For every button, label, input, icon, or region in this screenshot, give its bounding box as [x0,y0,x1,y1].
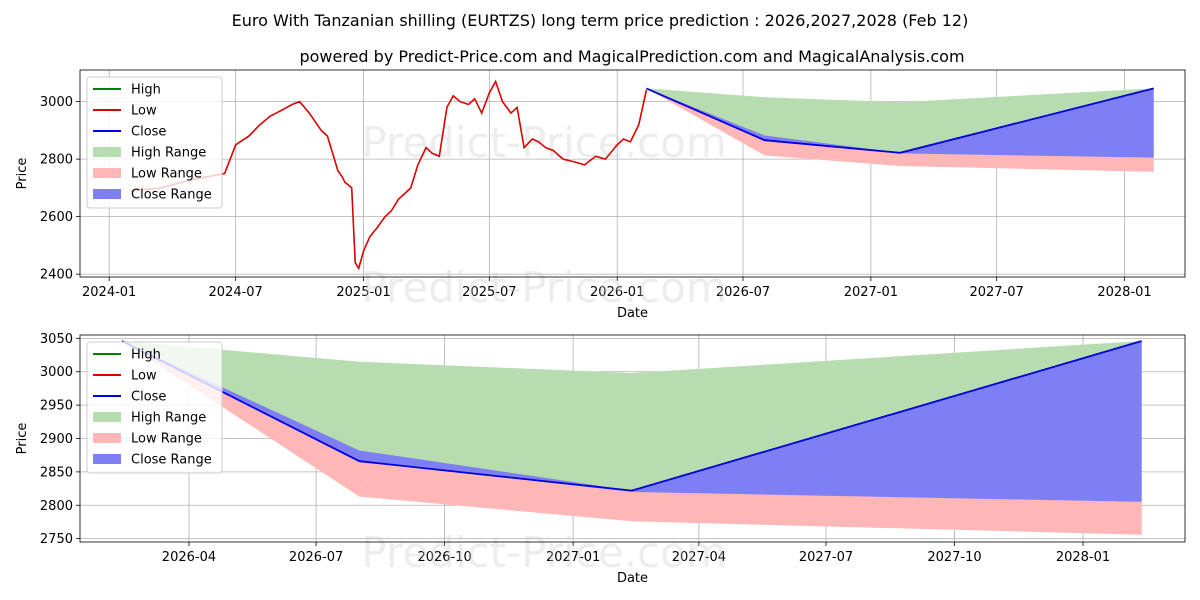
top-x-tick-label: 2026-07 [716,285,770,300]
top-watermark: Predict-Price.com [361,263,726,312]
top-axes-frame [79,69,1186,278]
top-x-tick-label: 2026-01 [590,285,644,300]
bottom-x-tick-label: 2027-07 [799,550,853,565]
top-y-tick-label: 2600 [40,210,73,225]
top-x-tick-label: 2024-01 [82,285,136,300]
top-legend-swatch [93,189,121,199]
top-x-tick-label: 2025-01 [336,285,390,300]
top-watermark: Predict-Price.com [361,118,726,167]
top-plot-area [130,79,1154,271]
bottom-close-line [121,340,1142,492]
top-history-line [130,79,648,271]
chart-subtitle: powered by Predict-Price.com and Magical… [299,47,964,66]
bottom-close-range-area [121,341,1142,502]
bottom-x-axis-label: Date [617,571,648,586]
bottom-legend-label: High [131,348,161,363]
top-legend-swatch [93,147,121,157]
bottom-panel: 2026-04 2026-07 2026-10 2027-01 2027-04 2027-… [15,332,1186,586]
bottom-legend-label: Low [131,369,157,384]
bottom-legend-swatch [93,433,121,443]
top-y-tick-label: 2400 [40,268,73,283]
top-low-range-area [646,88,1154,172]
bottom-axes-frame [79,334,1186,543]
top-legend-label: Low [131,104,157,119]
bottom-y-tick-label: 3050 [40,332,73,347]
top-legend-label: Low Range [131,167,202,182]
top-x-tick-label: 2028-01 [1097,285,1151,300]
top-y-axis-label: Price [15,158,30,190]
bottom-x-tick-label: 2027-01 [546,550,600,565]
bottom-y-tick-label: 2900 [40,432,73,447]
bottom-legend-swatch [93,412,121,422]
bottom-x-tick-label: 2027-10 [927,550,981,565]
bottom-legend-swatch [93,454,121,464]
top-legend-swatch [93,168,121,178]
top-x-tick-label: 2025-07 [462,285,516,300]
bottom-legend-label: Low Range [131,432,202,447]
bottom-x-tick-label: 2028-01 [1056,550,1110,565]
bottom-y-tick-label: 3000 [40,365,73,380]
top-close-line [646,87,1154,154]
chart-title: Euro With Tanzanian shilling (EURTZS) lo… [232,11,969,30]
top-panel: 2024-01 2024-07 2025-01 2025-07 2026-01 2026-… [15,69,1186,321]
top-y-tick-label: 2800 [40,153,73,168]
bottom-y-tick-label: 2850 [40,465,73,480]
bottom-y-axis-label: Price [15,423,30,455]
bottom-x-tick-label: 2026-04 [162,550,216,565]
top-y-tick-label: 3000 [40,95,73,110]
bottom-legend-label: Close [131,390,166,405]
bottom-legend-label: High Range [131,411,206,426]
top-legend-label: Close Range [131,188,212,203]
top-legend-label: High [131,83,161,98]
top-legend-label: Close [131,125,166,140]
bottom-y-tick-label: 2750 [40,532,73,547]
bottom-legend-label: Close Range [131,453,212,468]
top-x-tick-label: 2024-07 [209,285,263,300]
bottom-x-tick-label: 2026-07 [289,550,343,565]
bottom-y-tick-label: 2950 [40,399,73,414]
top-legend-label: High Range [131,146,206,161]
top-x-tick-label: 2027-07 [969,285,1023,300]
top-x-tick-label: 2027-01 [844,285,898,300]
bottom-plot-area [121,340,1142,535]
bottom-x-tick-label: 2026-10 [417,550,471,565]
top-x-axis-label: Date [617,306,648,321]
bottom-watermark: Predict-Price.com [361,528,726,577]
bottom-x-tick-label: 2027-04 [672,550,726,565]
bottom-y-tick-label: 2800 [40,499,73,514]
bottom-low-range-area [121,341,1142,535]
